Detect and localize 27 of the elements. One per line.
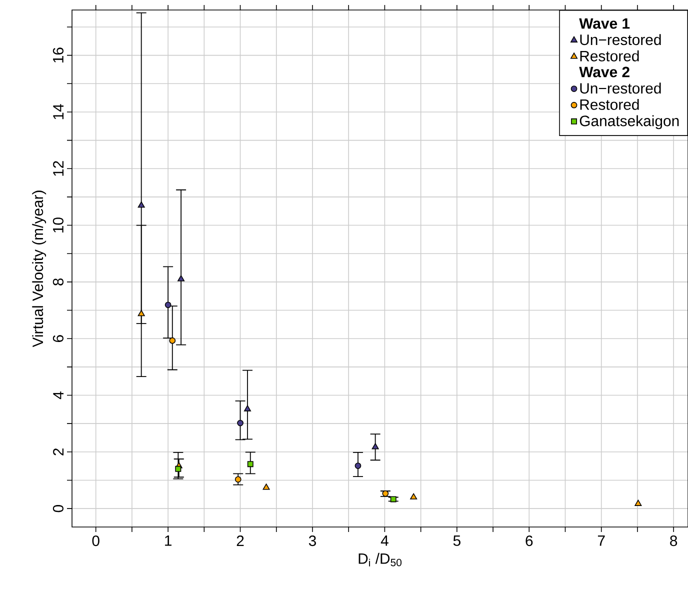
x-tick-label: 2: [236, 536, 244, 546]
x-tick-label: 4: [380, 536, 388, 546]
y-tick-label: 12: [53, 161, 64, 176]
y-tick-label: 16: [52, 48, 64, 62]
y-axis-title: Virtual Velocity (m/year): [32, 190, 46, 348]
annotation: Wave 2: [579, 66, 630, 78]
y-tick-label: 6: [52, 335, 64, 342]
y-tick-label: 8: [52, 278, 64, 286]
x-axis-title: D$_{i}$ /D$_{50}$: [358, 552, 402, 566]
legend-label: Un−restored: [580, 82, 661, 94]
x-tick-label: 5: [453, 536, 460, 546]
x-tick-label: 8: [670, 536, 678, 546]
x-tick-label: 7: [598, 536, 605, 546]
legend-label: Restored: [580, 98, 639, 110]
y-tick-label: 0: [52, 505, 64, 512]
x-tick-label: 3: [308, 536, 316, 546]
annotation: Wave 1: [579, 18, 630, 29]
legend-label: Restored: [580, 50, 639, 62]
x-tick-label: 6: [526, 536, 533, 546]
legend-label: Ganatsekaigon: [580, 115, 679, 130]
legend-label: Un−restored: [580, 34, 661, 46]
x-tick-label: 1: [165, 536, 172, 546]
x-tick-label: 0: [92, 536, 100, 546]
y-tick-label: 2: [53, 448, 64, 456]
y-tick-label: 10: [52, 218, 64, 232]
y-tick-label: 14: [53, 104, 64, 120]
y-tick-label: 4: [53, 392, 64, 400]
